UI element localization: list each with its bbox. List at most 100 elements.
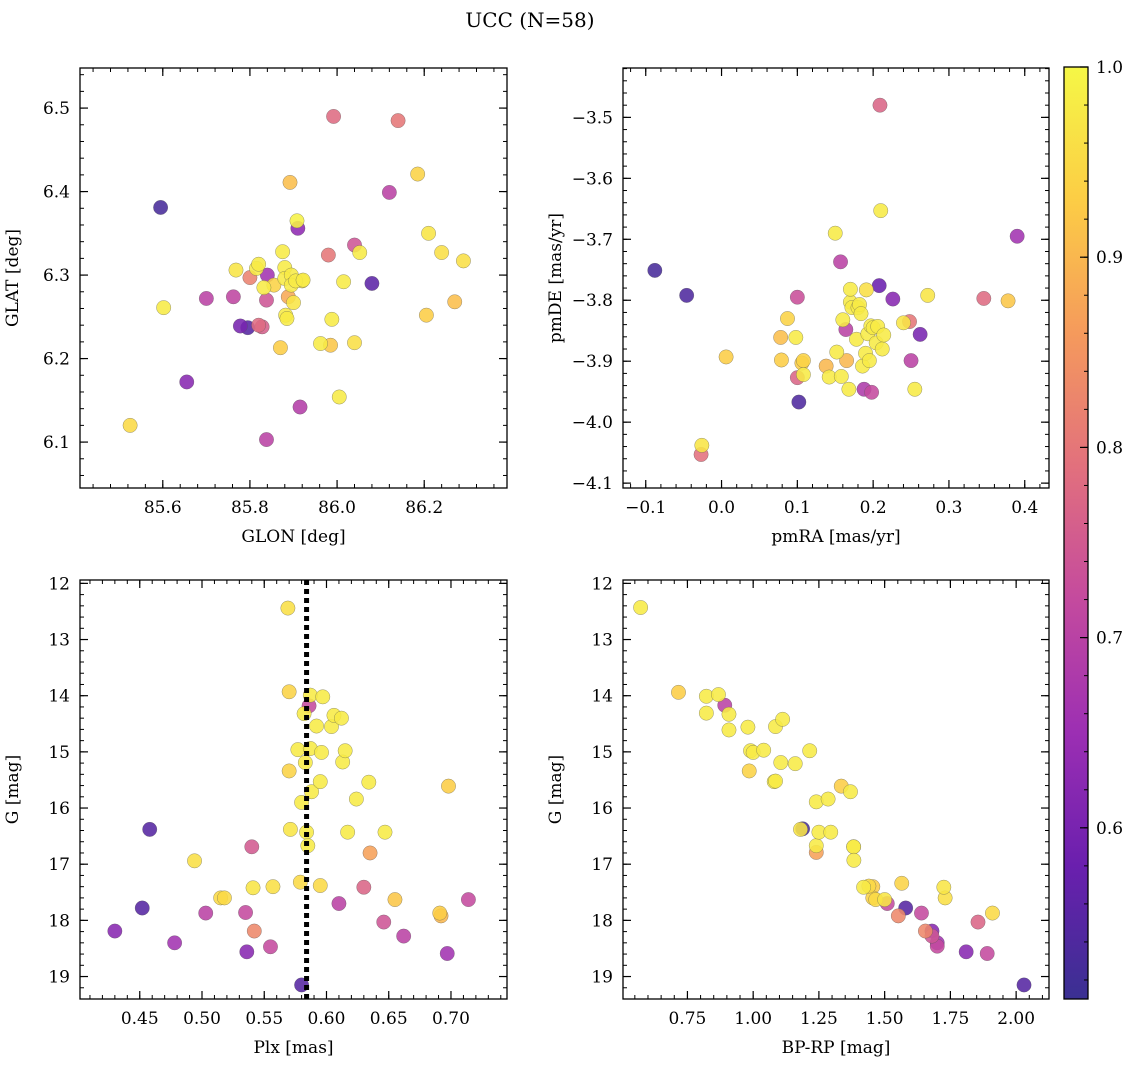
data-point bbox=[153, 199, 169, 215]
data-point bbox=[198, 291, 214, 306]
data-point bbox=[460, 892, 476, 908]
colorbar-tick-label: 0.8 bbox=[1096, 438, 1123, 458]
x-tick-label: 85.6 bbox=[144, 498, 182, 518]
data-point bbox=[340, 824, 356, 840]
axes-frame bbox=[622, 579, 1050, 1000]
data-point bbox=[107, 923, 123, 939]
data-point bbox=[768, 773, 783, 789]
data-point bbox=[970, 914, 986, 930]
y-tick-label: 17 bbox=[48, 855, 70, 875]
data-point bbox=[741, 763, 757, 779]
data-point bbox=[985, 905, 1000, 921]
y-axis-label: G [mag] bbox=[3, 755, 23, 824]
x-tick-label: 0.1 bbox=[784, 498, 811, 518]
panel-pm: −0.1 0.0 0.1 0.2 0.3 0.4 −4.1 −4.0 −3.9 −3.8 −3.7 −… bbox=[546, 67, 1050, 547]
colorbar-tick-label: 0.9 bbox=[1096, 248, 1123, 268]
data-point bbox=[841, 381, 857, 397]
data-point bbox=[232, 318, 248, 334]
y-tick-label: 19 bbox=[48, 968, 70, 988]
data-point bbox=[289, 213, 305, 229]
data-point bbox=[434, 245, 450, 260]
data-point bbox=[244, 839, 260, 855]
data-point bbox=[376, 914, 392, 930]
figure-title: UCC (N=58) bbox=[465, 8, 594, 32]
data-point bbox=[872, 97, 888, 113]
data-point bbox=[134, 900, 150, 916]
data-point bbox=[721, 722, 737, 738]
points-cmd bbox=[633, 600, 1032, 993]
y-tick-label: 12 bbox=[591, 574, 613, 594]
data-point bbox=[281, 684, 297, 700]
data-point bbox=[835, 312, 851, 328]
data-point bbox=[432, 905, 448, 921]
data-point bbox=[873, 203, 889, 219]
data-point bbox=[1016, 977, 1032, 993]
data-point bbox=[281, 763, 297, 779]
data-point bbox=[861, 353, 877, 369]
data-point bbox=[787, 756, 803, 772]
data-point bbox=[842, 281, 858, 297]
data-point bbox=[976, 290, 992, 306]
y-tick-label: 6.3 bbox=[43, 266, 70, 286]
data-point bbox=[917, 923, 933, 939]
data-point bbox=[326, 108, 342, 124]
data-point bbox=[396, 928, 412, 944]
data-point bbox=[309, 718, 324, 734]
data-point bbox=[263, 939, 278, 955]
x-tick-label: 0.55 bbox=[245, 1009, 283, 1029]
data-point bbox=[187, 853, 202, 869]
y-axis-label: GLAT [deg] bbox=[3, 229, 23, 327]
panel-sky: 85.6 85.8 86.0 86.2 6.1 6.2 6.3 6.4 6.5 GLON [deg… bbox=[3, 67, 508, 547]
x-tick-label: 0.70 bbox=[432, 1009, 470, 1029]
y-tick-label: 6.5 bbox=[43, 99, 70, 119]
colorbar-tick-label: 0.6 bbox=[1096, 819, 1123, 839]
x-tick-label: 0.3 bbox=[935, 498, 962, 518]
x-tick-label: 1.50 bbox=[866, 1009, 904, 1029]
y-tick-label: 18 bbox=[48, 911, 70, 931]
data-point bbox=[421, 225, 437, 241]
y-axis-label: G [mag] bbox=[546, 755, 566, 824]
data-point bbox=[791, 394, 807, 410]
y-tick-label: 14 bbox=[48, 687, 70, 707]
points-plx bbox=[107, 580, 476, 999]
data-point bbox=[858, 282, 874, 298]
data-point bbox=[885, 291, 901, 307]
data-point bbox=[896, 315, 911, 331]
data-point bbox=[381, 184, 397, 200]
x-tick-label: 1.25 bbox=[800, 1009, 838, 1029]
data-point bbox=[979, 946, 995, 961]
data-point bbox=[936, 879, 952, 895]
y-tick-label: 15 bbox=[48, 743, 70, 763]
y-tick-label: 19 bbox=[591, 968, 613, 988]
x-axis-label: BP-RP [mag] bbox=[782, 1038, 891, 1058]
data-point bbox=[853, 306, 869, 322]
colorbar-gradient bbox=[1064, 67, 1088, 999]
data-point bbox=[259, 432, 274, 448]
data-point bbox=[788, 329, 804, 345]
y-tick-label: −3.6 bbox=[572, 169, 613, 189]
y-axis-label: pmDE [mas/yr] bbox=[546, 213, 566, 343]
data-point bbox=[843, 784, 858, 800]
data-point bbox=[228, 262, 244, 278]
data-point bbox=[251, 256, 267, 272]
data-point bbox=[292, 874, 308, 890]
data-point bbox=[829, 344, 845, 360]
data-point bbox=[447, 294, 463, 310]
data-point bbox=[286, 295, 301, 311]
data-point bbox=[647, 262, 663, 278]
data-point bbox=[275, 244, 291, 260]
data-point bbox=[225, 289, 241, 305]
y-tick-label: 6.1 bbox=[43, 433, 70, 453]
data-point bbox=[418, 307, 434, 323]
data-point bbox=[239, 944, 255, 960]
data-point bbox=[877, 892, 893, 908]
x-tick-label: 1.75 bbox=[931, 1009, 969, 1029]
panel-plx: 0.45 0.50 0.55 0.60 0.65 0.70 12 13 14 15 16 17 18 19… bbox=[3, 574, 508, 1058]
y-tick-label: −4.0 bbox=[572, 413, 613, 433]
data-point bbox=[833, 368, 849, 384]
data-point bbox=[876, 327, 892, 343]
data-point bbox=[740, 719, 756, 735]
data-point bbox=[337, 743, 353, 759]
data-point bbox=[348, 791, 364, 807]
